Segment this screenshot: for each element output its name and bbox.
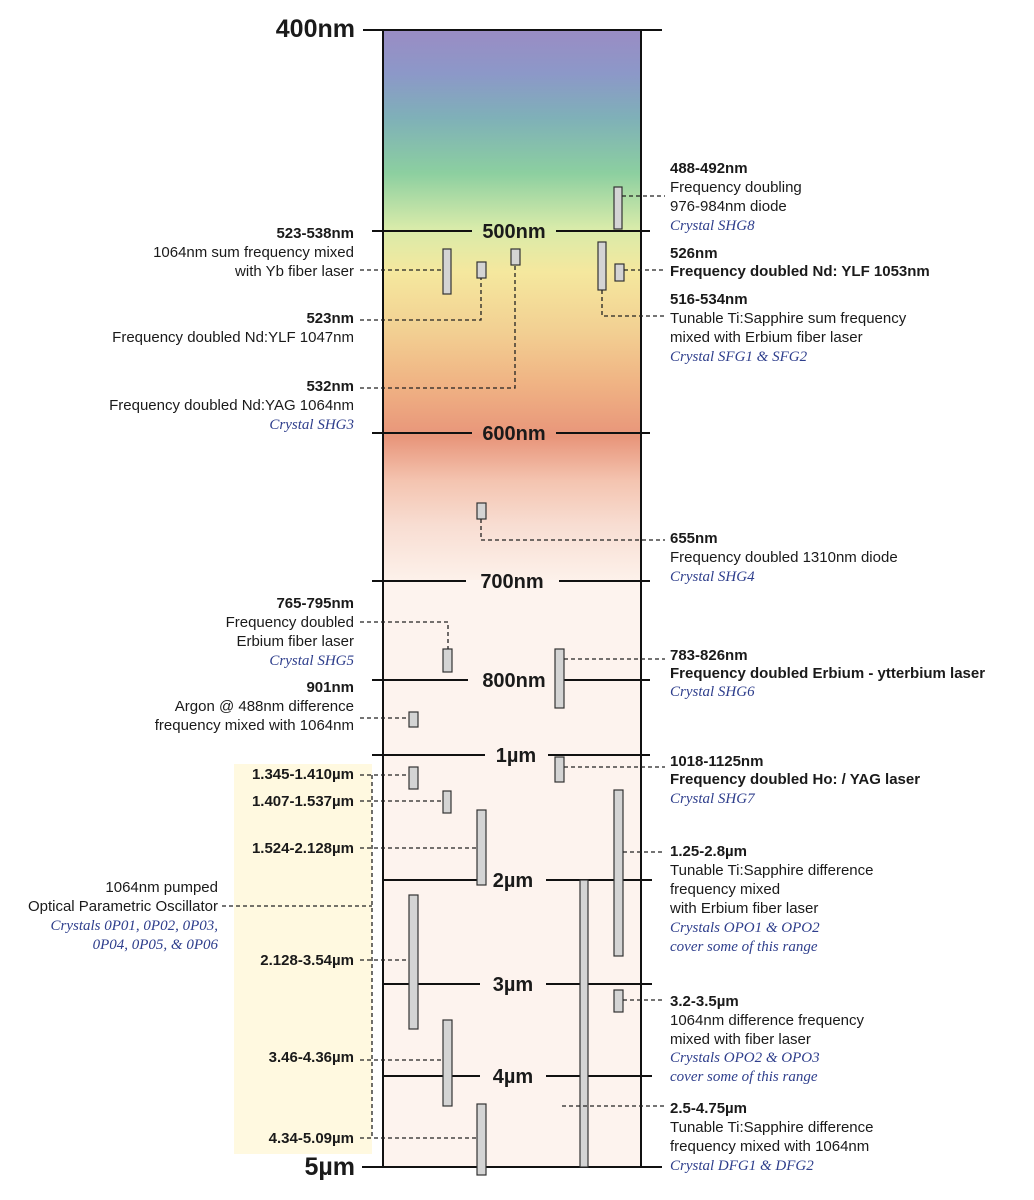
label-1.25-2.8um-crystal1: Crystals OPO1 & OPO2 [670,920,820,936]
range-marker-901nm [408,711,419,728]
visible-spectrum-band [383,30,641,580]
label-765-795nm-desc2: Erbium fiber laser [236,633,354,650]
range-marker-1.345-1.410um [408,766,419,790]
label-765-795nm-range: 765-795nm [276,595,354,612]
label-2.5-4.75um-desc2: frequency mixed with 1064nm [670,1138,869,1155]
range-marker-532nm [510,248,521,266]
label-516-534nm-range: 516-534nm [670,291,748,308]
range-marker-1.25-2.8um [613,789,624,957]
range-marker-3.46-4.36um [442,1019,453,1107]
label-opo-crystal2: 0P04, 0P05, & 0P06 [93,937,219,953]
scale-label-5um: 5µm [304,1153,355,1181]
scale-label-2um: 2µm [493,870,533,892]
label-901nm-desc2: frequency mixed with 1064nm [155,717,354,734]
label-3.2-3.5um-desc2: mixed with fiber laser [670,1031,811,1048]
label-532nm-crystal: Crystal SHG3 [269,417,354,433]
label-1018-1125nm-crystal: Crystal SHG7 [670,791,756,807]
label-1018-1125nm-range: 1018-1125nm [670,753,763,770]
label-523-538nm-range: 523-538nm [276,225,354,242]
label-opo-desc2: Optical Parametric Oscillator [28,898,218,915]
range-marker-765-795nm [442,648,453,673]
label-655nm-range: 655nm [670,530,718,547]
range-marker-4.34-5.09um [476,1103,487,1176]
range-marker-1.524-2.128um [476,809,487,886]
label-2.5-4.75um-desc1: Tunable Ti:Sapphire difference [670,1119,873,1136]
label-783-826nm-crystal: Crystal SHG6 [670,684,755,700]
label-opo-range-2: 1.407-1.537µm [252,793,354,810]
label-901nm-desc1: Argon @ 488nm difference [175,698,354,715]
leader-765-795nm [360,621,449,649]
leader-516-534nm [601,290,665,317]
scale-label-3um: 3µm [493,974,533,996]
label-488-492nm-crystal: Crystal SHG8 [670,218,755,234]
label-516-534nm-desc1: Tunable Ti:Sapphire sum frequency [670,310,907,327]
label-1.25-2.8um-desc1: Tunable Ti:Sapphire difference [670,862,873,879]
scale-label-700nm: 700nm [480,571,543,593]
leader-655nm [480,519,665,541]
leader-523nm [360,278,482,321]
label-532nm-desc1: Frequency doubled Nd:YAG 1064nm [109,397,354,414]
label-526nm-range: 526nm [670,245,718,262]
label-901nm-range: 901nm [306,679,354,696]
label-516-534nm-crystal: Crystal SFG1 & SFG2 [670,349,808,365]
label-783-826nm-desc1: Frequency doubled Erbium - ytterbium las… [670,665,985,682]
label-1018-1125nm-desc1: Frequency doubled Ho: / YAG laser [670,771,920,788]
range-marker-1018-1125nm [554,756,565,783]
scale-label-400nm: 400nm [276,15,355,43]
range-marker-2.5-4.75um [579,879,589,1168]
label-765-795nm-desc1: Frequency doubled [226,614,354,631]
label-opo-range-6: 4.34-5.09µm [269,1130,354,1147]
label-3.2-3.5um-range: 3.2-3.5µm [670,993,739,1010]
label-488-492nm-range: 488-492nm [670,160,748,177]
range-marker-488-492nm [613,186,623,230]
scale-label-1um: 1µm [496,745,536,767]
label-655nm-desc1: Frequency doubled 1310nm diode [670,549,898,566]
label-1.25-2.8um-desc2: frequency mixed [670,881,780,898]
label-488-492nm-desc1: Frequency doubling [670,179,802,196]
range-marker-523-538nm [442,248,452,295]
range-marker-523nm [476,261,487,279]
range-marker-2.128-3.54um [408,894,419,1030]
scale-label-500nm: 500nm [482,221,545,243]
label-opo-range-3: 1.524-2.128µm [252,840,354,857]
label-765-795nm-crystal: Crystal SHG5 [269,653,354,669]
label-516-534nm-desc2: mixed with Erbium fiber laser [670,329,863,346]
label-1.25-2.8um-range: 1.25-2.8µm [670,843,747,860]
label-opo-range-5: 3.46-4.36µm [269,1049,354,1066]
opo-highlight-panel [234,764,372,1154]
label-3.2-3.5um-desc1: 1064nm difference frequency [670,1012,865,1029]
leader-532nm [360,265,516,389]
scale-label-600nm: 600nm [482,423,545,445]
label-655nm-crystal: Crystal SHG4 [670,569,755,585]
label-2.5-4.75um-range: 2.5-4.75µm [670,1100,747,1117]
label-488-492nm-desc2: 976-984nm diode [670,198,787,215]
range-marker-526nm [614,263,625,282]
label-523nm-range: 523nm [306,310,354,327]
range-marker-655nm [476,502,487,520]
range-marker-1.407-1.537um [442,790,452,814]
label-783-826nm-range: 783-826nm [670,647,748,664]
infrared-band [383,580,641,1167]
scale-label-800nm: 800nm [482,670,545,692]
range-marker-783-826nm [554,648,565,709]
label-526nm-desc1: Frequency doubled Nd: YLF 1053nm [670,263,930,280]
label-523-538nm-desc2: with Yb fiber laser [234,263,354,280]
label-523-538nm-desc1: 1064nm sum frequency mixed [153,244,354,261]
range-marker-516-534nm [597,241,607,291]
label-opo-range-1: 1.345-1.410µm [252,766,354,783]
label-1.25-2.8um-crystal2: cover some of this range [670,939,818,955]
label-532nm-range: 532nm [306,378,354,395]
label-opo-crystal1: Crystals 0P01, 0P02, 0P03, [51,918,219,934]
label-3.2-3.5um-crystal2: cover some of this range [670,1069,818,1085]
label-opo-desc1: 1064nm pumped [105,879,218,896]
label-3.2-3.5um-crystal1: Crystals OPO2 & OPO3 [670,1050,820,1066]
label-1.25-2.8um-desc3: with Erbium fiber laser [669,900,818,917]
scale-label-4um: 4µm [493,1066,533,1088]
range-marker-3.2-3.5um [613,989,624,1013]
label-2.5-4.75um-crystal: Crystal DFG1 & DFG2 [670,1158,814,1174]
label-opo-range-4: 2.128-3.54µm [260,952,354,969]
label-523nm-desc1: Frequency doubled Nd:YLF 1047nm [112,329,354,346]
